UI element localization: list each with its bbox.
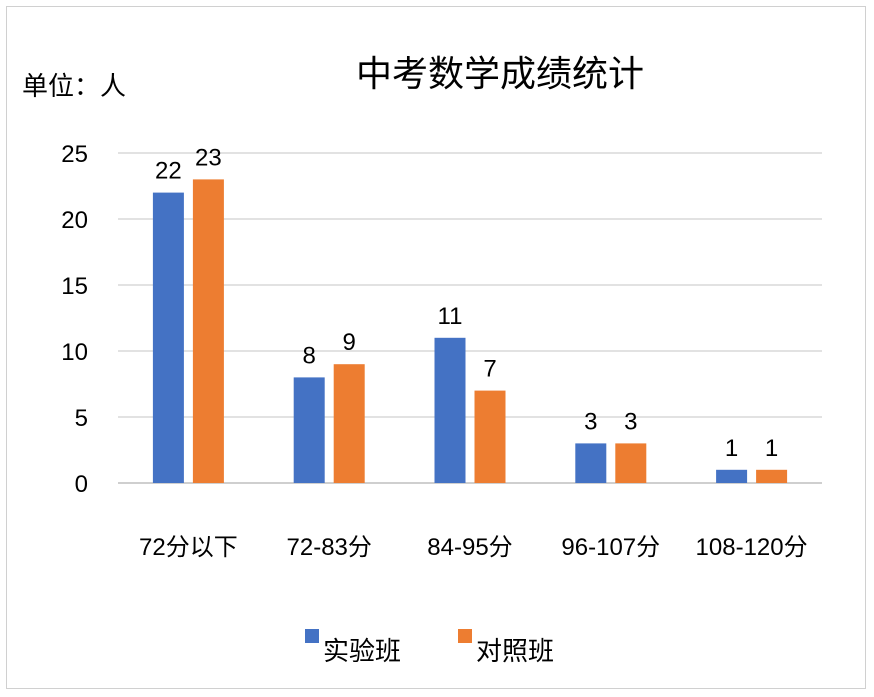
bar-control-3 bbox=[615, 443, 647, 483]
category-labels: 72分以下 72-83分 84-95分 96-107分 108-120分 bbox=[139, 534, 808, 561]
bars bbox=[152, 179, 788, 483]
data-label: 8 bbox=[303, 342, 316, 369]
data-label: 3 bbox=[624, 408, 637, 435]
y-axis-ticks: 0 5 10 15 20 25 bbox=[61, 141, 88, 498]
bar-control-4 bbox=[756, 469, 788, 483]
legend-swatch-control bbox=[458, 629, 472, 643]
data-label: 11 bbox=[438, 303, 463, 330]
bar-control-1 bbox=[333, 364, 365, 483]
data-label: 1 bbox=[725, 435, 738, 462]
y-tick-label: 10 bbox=[61, 339, 88, 366]
gridlines bbox=[118, 152, 822, 484]
y-tick-label: 15 bbox=[61, 273, 88, 300]
category-label: 72分以下 bbox=[139, 534, 238, 561]
data-label: 1 bbox=[765, 435, 778, 462]
bar-experimental-2 bbox=[434, 337, 466, 483]
legend-swatch-experimental bbox=[305, 629, 319, 643]
bar-experimental-3 bbox=[575, 443, 607, 483]
data-label: 7 bbox=[483, 356, 496, 383]
bar-experimental-1 bbox=[293, 377, 325, 483]
data-label: 23 bbox=[195, 144, 222, 171]
legend-label-experimental: 实验班 bbox=[323, 636, 401, 666]
legend: 实验班 对照班 bbox=[305, 629, 554, 666]
y-tick-label: 0 bbox=[75, 471, 88, 498]
legend-label-control: 对照班 bbox=[476, 636, 554, 666]
bar-control-2 bbox=[474, 390, 506, 483]
data-label: 22 bbox=[155, 158, 182, 185]
data-label: 3 bbox=[584, 408, 597, 435]
category-label: 108-120分 bbox=[696, 534, 808, 561]
data-label: 9 bbox=[343, 329, 356, 356]
unit-label: 单位：人 bbox=[22, 72, 126, 102]
category-label: 72-83分 bbox=[287, 534, 372, 561]
bar-experimental-0 bbox=[152, 192, 184, 483]
bar-experimental-4 bbox=[716, 469, 748, 483]
y-tick-label: 5 bbox=[75, 405, 88, 432]
y-tick-label: 20 bbox=[61, 207, 88, 234]
category-label: 96-107分 bbox=[561, 534, 660, 561]
category-label: 84-95分 bbox=[427, 534, 512, 561]
chart-title: 中考数学成绩统计 bbox=[356, 53, 644, 94]
y-tick-label: 25 bbox=[61, 141, 88, 168]
bar-control-0 bbox=[192, 179, 224, 483]
data-labels: 22 23 8 9 11 7 3 3 1 1 bbox=[155, 144, 778, 461]
